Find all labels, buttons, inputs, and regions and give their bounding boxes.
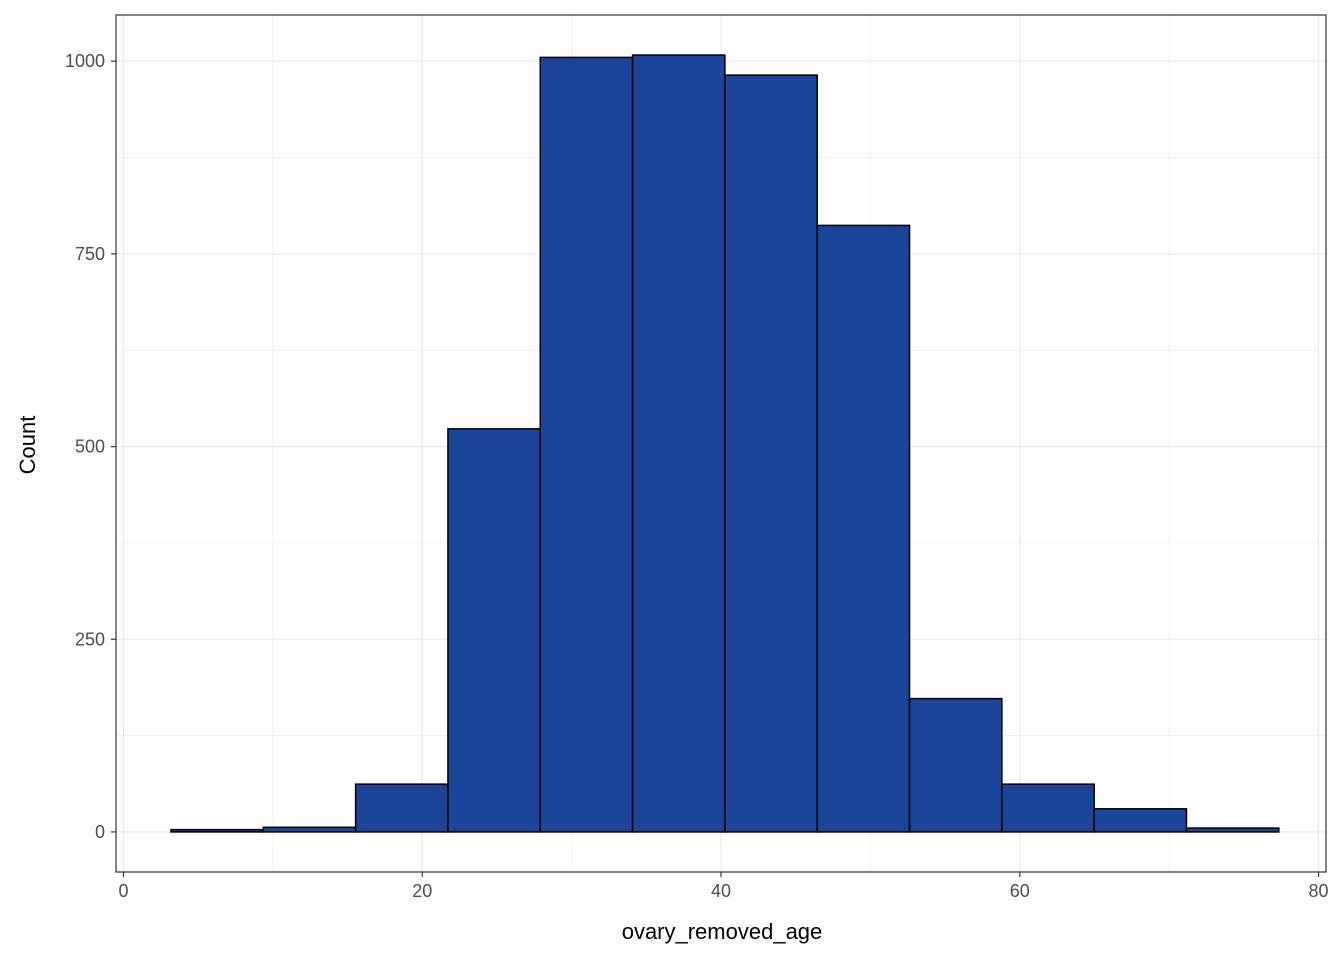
x-tick-label: 0 xyxy=(118,881,128,901)
y-axis-title: Count xyxy=(15,416,40,475)
histogram-bar xyxy=(1001,783,1095,833)
y-tick-label: 0 xyxy=(95,822,105,842)
histogram-bar xyxy=(1093,808,1188,833)
histogram-bar xyxy=(170,828,265,833)
x-tick-label: 60 xyxy=(1010,881,1030,901)
x-tick-label: 20 xyxy=(412,881,432,901)
histogram-bar xyxy=(539,56,634,833)
histogram-bar xyxy=(262,826,357,833)
x-tick-label: 80 xyxy=(1309,881,1329,901)
histogram-bar xyxy=(354,783,449,833)
x-tick-label: 40 xyxy=(711,881,731,901)
x-axis: 0 20 40 60 80 xyxy=(118,872,1329,901)
histogram-bar xyxy=(447,428,541,833)
y-tick-label: 250 xyxy=(75,629,105,649)
histogram-bar xyxy=(816,224,911,833)
y-tick-label: 750 xyxy=(75,244,105,264)
y-axis: 0 250 500 750 1000 xyxy=(65,51,116,842)
histogram-bar xyxy=(631,54,726,833)
histogram-bar xyxy=(1185,827,1280,833)
y-tick-label: 500 xyxy=(75,437,105,457)
histogram-bars xyxy=(170,54,1280,833)
histogram-bar xyxy=(908,697,1003,833)
y-tick-label: 1000 xyxy=(65,51,105,71)
histogram-bar xyxy=(724,74,818,833)
x-axis-title: ovary_removed_age xyxy=(622,919,823,944)
